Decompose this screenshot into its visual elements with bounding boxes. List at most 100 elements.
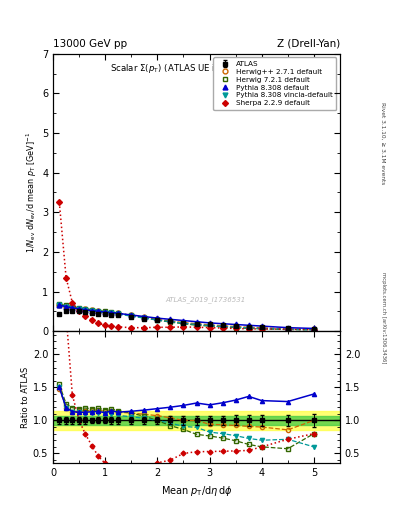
Pythia 8.308 default (207, 320, 212, 326)
Herwig 7.2.1 default (312, 327, 316, 333)
Line: Sherpa 2.2.9 default: Sherpa 2.2.9 default (57, 200, 316, 332)
Pythia 8.308 vincia-default (259, 326, 264, 332)
Herwig 7.2.1 default (194, 322, 199, 328)
Pythia 8.308 vincia-default (194, 322, 199, 328)
Y-axis label: $1/N_\mathrm{ev}\ \mathrm{d}N_\mathrm{ev}/\mathrm{d}\ \mathrm{mean}\ p_\mathrm{T: $1/N_\mathrm{ev}\ \mathrm{d}N_\mathrm{ev… (25, 132, 39, 253)
Sherpa 2.2.9 default (181, 324, 186, 330)
Pythia 8.308 default (83, 307, 88, 313)
Herwig 7.2.1 default (207, 323, 212, 329)
Pythia 8.308 vincia-default (312, 327, 316, 333)
Sherpa 2.2.9 default (129, 325, 134, 331)
Herwig 7.2.1 default (57, 301, 62, 307)
Sherpa 2.2.9 default (259, 326, 264, 332)
Herwig 7.2.1 default (142, 315, 147, 321)
Sherpa 2.2.9 default (220, 325, 225, 331)
Herwig++ 2.7.1 default (90, 307, 95, 313)
Herwig++ 2.7.1 default (194, 321, 199, 327)
Herwig 7.2.1 default (96, 308, 101, 314)
Sherpa 2.2.9 default (194, 324, 199, 330)
Herwig 7.2.1 default (233, 325, 238, 331)
Herwig++ 2.7.1 default (181, 319, 186, 326)
Y-axis label: Ratio to ATLAS: Ratio to ATLAS (21, 367, 30, 428)
Herwig++ 2.7.1 default (96, 308, 101, 314)
Pythia 8.308 vincia-default (90, 308, 95, 314)
Sherpa 2.2.9 default (142, 325, 147, 331)
Sherpa 2.2.9 default (64, 274, 68, 281)
Herwig++ 2.7.1 default (312, 326, 316, 332)
Pythia 8.308 vincia-default (64, 304, 68, 310)
Herwig++ 2.7.1 default (285, 326, 290, 332)
Pythia 8.308 default (259, 323, 264, 329)
Pythia 8.308 default (90, 308, 95, 314)
Herwig++ 2.7.1 default (109, 310, 114, 316)
Herwig 7.2.1 default (155, 317, 160, 323)
Herwig 7.2.1 default (70, 304, 75, 310)
Pythia 8.308 default (70, 305, 75, 311)
Sherpa 2.2.9 default (285, 326, 290, 332)
Pythia 8.308 vincia-default (181, 320, 186, 326)
Pythia 8.308 vincia-default (155, 317, 160, 323)
Text: 13000 GeV pp: 13000 GeV pp (53, 38, 127, 49)
Sherpa 2.2.9 default (246, 326, 251, 332)
Herwig 7.2.1 default (83, 306, 88, 312)
Sherpa 2.2.9 default (83, 313, 88, 319)
Pythia 8.308 default (285, 325, 290, 331)
Text: Scalar $\Sigma(p_\mathrm{T})$ (ATLAS UE in Z production): Scalar $\Sigma(p_\mathrm{T})$ (ATLAS UE … (110, 62, 283, 75)
Sherpa 2.2.9 default (90, 317, 95, 323)
Pythia 8.308 vincia-default (109, 310, 114, 316)
Herwig++ 2.7.1 default (168, 318, 173, 324)
Pythia 8.308 default (246, 322, 251, 328)
Herwig++ 2.7.1 default (233, 324, 238, 330)
Herwig++ 2.7.1 default (103, 309, 108, 315)
Pythia 8.308 default (57, 302, 62, 308)
Pythia 8.308 vincia-default (70, 305, 75, 311)
Pythia 8.308 default (194, 318, 199, 325)
Herwig++ 2.7.1 default (77, 306, 81, 312)
Line: Herwig 7.2.1 default: Herwig 7.2.1 default (57, 302, 316, 332)
Herwig++ 2.7.1 default (142, 314, 147, 321)
Sherpa 2.2.9 default (116, 324, 121, 330)
Pythia 8.308 vincia-default (207, 323, 212, 329)
Pythia 8.308 vincia-default (285, 326, 290, 332)
Text: ATLAS_2019_I1736531: ATLAS_2019_I1736531 (165, 297, 245, 304)
Sherpa 2.2.9 default (233, 326, 238, 332)
Herwig++ 2.7.1 default (116, 310, 121, 316)
Pythia 8.308 vincia-default (168, 318, 173, 325)
Herwig++ 2.7.1 default (259, 325, 264, 331)
Sherpa 2.2.9 default (103, 322, 108, 328)
Pythia 8.308 vincia-default (220, 324, 225, 330)
Herwig++ 2.7.1 default (220, 323, 225, 329)
Herwig 7.2.1 default (77, 305, 81, 311)
Herwig 7.2.1 default (129, 312, 134, 318)
Herwig 7.2.1 default (109, 309, 114, 315)
Pythia 8.308 vincia-default (77, 306, 81, 312)
Herwig 7.2.1 default (168, 319, 173, 325)
Sherpa 2.2.9 default (312, 327, 316, 333)
Herwig 7.2.1 default (103, 308, 108, 314)
Pythia 8.308 default (77, 306, 81, 312)
Text: Z (Drell-Yan): Z (Drell-Yan) (277, 38, 340, 49)
Herwig++ 2.7.1 default (70, 305, 75, 311)
Line: Pythia 8.308 default: Pythia 8.308 default (57, 303, 316, 331)
Text: Rivet 3.1.10, ≥ 3.1M events: Rivet 3.1.10, ≥ 3.1M events (381, 102, 386, 184)
Pythia 8.308 default (109, 310, 114, 316)
Sherpa 2.2.9 default (155, 324, 160, 330)
Pythia 8.308 vincia-default (233, 324, 238, 330)
Pythia 8.308 default (312, 326, 316, 332)
Pythia 8.308 default (220, 321, 225, 327)
Pythia 8.308 default (116, 310, 121, 316)
Herwig 7.2.1 default (220, 324, 225, 330)
Pythia 8.308 vincia-default (246, 325, 251, 331)
Herwig 7.2.1 default (116, 310, 121, 316)
Pythia 8.308 vincia-default (142, 315, 147, 321)
Pythia 8.308 vincia-default (57, 302, 62, 308)
Herwig++ 2.7.1 default (83, 306, 88, 312)
Legend: ATLAS, Herwig++ 2.7.1 default, Herwig 7.2.1 default, Pythia 8.308 default, Pythi: ATLAS, Herwig++ 2.7.1 default, Herwig 7.… (213, 57, 336, 110)
Pythia 8.308 default (168, 316, 173, 323)
Herwig++ 2.7.1 default (246, 324, 251, 330)
Sherpa 2.2.9 default (96, 320, 101, 326)
Sherpa 2.2.9 default (109, 323, 114, 329)
Line: Pythia 8.308 vincia-default: Pythia 8.308 vincia-default (57, 303, 316, 332)
Sherpa 2.2.9 default (70, 300, 75, 306)
Pythia 8.308 vincia-default (83, 307, 88, 313)
